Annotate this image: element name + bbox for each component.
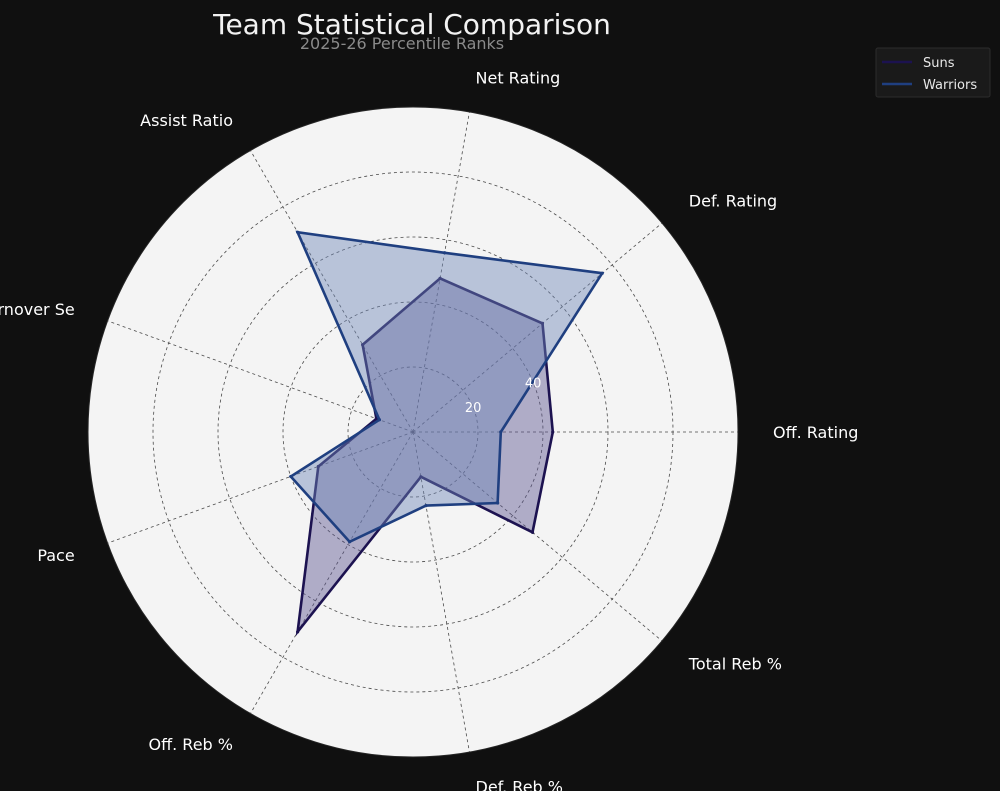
axis-label: Assist Ratio [140, 111, 233, 130]
axis-label: Def. Reb % [476, 778, 564, 791]
axis-spoke [107, 431, 414, 544]
series-warriors-point [296, 230, 300, 234]
axis-spoke [412, 222, 663, 433]
series-warriors-point [600, 271, 604, 275]
axis-label: Total Reb % [688, 654, 782, 673]
radial-tick-label: 20 [465, 401, 482, 416]
axis-label: Turnover Se [0, 300, 75, 319]
axis-spoke [107, 320, 414, 433]
series-warriors-polygon [288, 230, 605, 544]
chart-title: Team Statistical Comparison [212, 8, 611, 41]
series-warriors-point [443, 251, 447, 255]
axis-label: Pace [37, 546, 74, 565]
axis-spoke [412, 431, 470, 753]
series-warriors-point [496, 501, 500, 505]
axis-label: Def. Rating [689, 192, 777, 211]
series-layer [288, 230, 605, 637]
radial-tick-label: 40 [525, 376, 542, 391]
series-warriors-point [289, 474, 293, 479]
axis-spoke [250, 150, 414, 433]
axis-label: Off. Reb % [149, 735, 233, 754]
legend: Suns Warriors [875, 47, 991, 98]
series-suns-point [438, 276, 442, 280]
series-warriors-point [499, 430, 503, 434]
axis-spoke [250, 431, 414, 714]
grid-ring [347, 366, 479, 498]
series-warriors-point [348, 540, 352, 544]
axis-spoke [412, 431, 663, 642]
series-warriors-point [377, 418, 382, 422]
axis-spoke [412, 111, 470, 433]
series-suns-point [361, 343, 365, 347]
series-suns-point [540, 321, 545, 325]
legend-entry: Suns [923, 56, 955, 71]
series-suns-point [530, 530, 535, 534]
series-suns-point [316, 464, 320, 469]
axis-label: Net Rating [476, 69, 561, 88]
chart-subtitle: 2025-26 Percentile Ranks [300, 34, 504, 53]
series-suns-point [419, 475, 423, 479]
radar-grid [107, 111, 738, 753]
axis-label: Off. Rating [773, 423, 858, 442]
series-suns-point [296, 630, 300, 634]
series-warriors-point [424, 504, 428, 508]
axis-labels: Off. Rating Def. Rating Net Rating Assist R… [0, 69, 858, 791]
legend-entry: Warriors [923, 78, 977, 93]
series-suns-point [551, 430, 555, 434]
